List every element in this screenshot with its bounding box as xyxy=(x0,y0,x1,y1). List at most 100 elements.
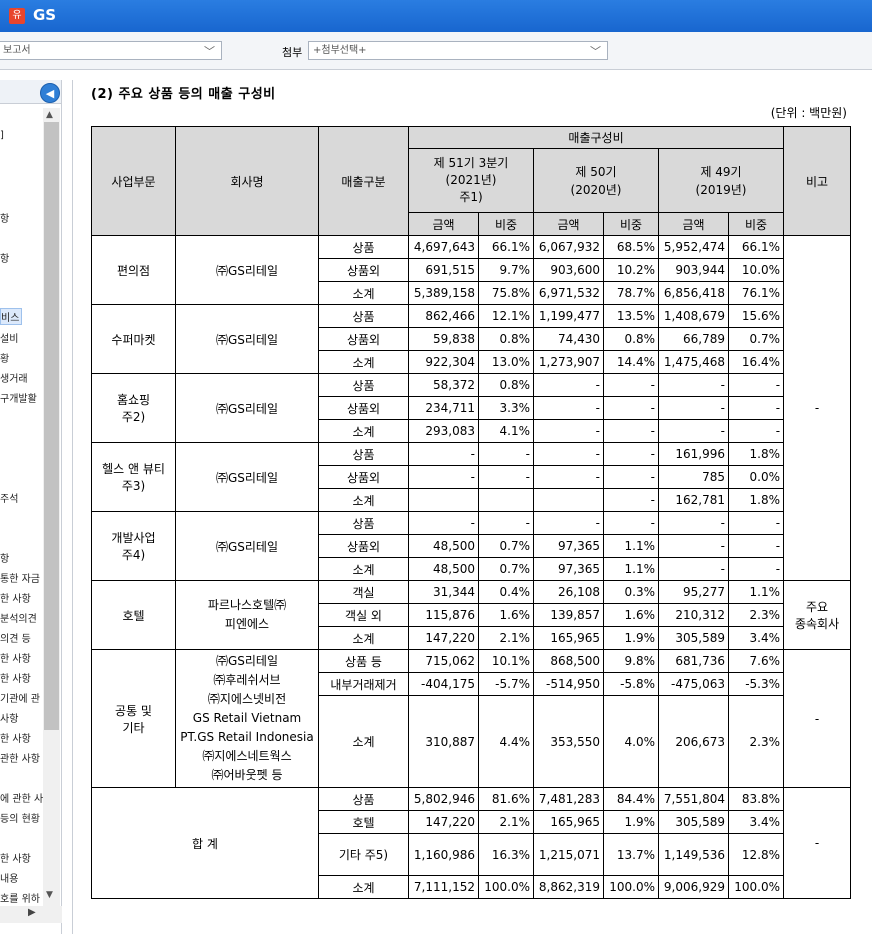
sales-type-cell: 상품외 xyxy=(318,258,409,282)
ratio-cell: 76.1% xyxy=(727,281,785,305)
header-composition: 매출구성비 xyxy=(407,126,785,149)
table-row: 소계 922,304 13.0% 1,273,907 14.4% 1,475,468 16.… xyxy=(92,350,851,374)
sidebar-item[interactable]: 한 사항 xyxy=(0,654,31,665)
table-row: 편의점 ㈜GS리테일 상품 4,697,643 66.1% 6,067,932 68.5% 5… xyxy=(91,235,852,581)
sidebar-item[interactable]: 항 xyxy=(0,254,10,265)
amount-cell: 97,365 xyxy=(533,557,604,581)
amount-cell: 147,220 xyxy=(408,626,479,650)
amount-cell: 8,862,319 xyxy=(533,875,604,899)
amount-cell: 5,802,946 xyxy=(408,787,479,811)
ratio-cell: - xyxy=(727,419,785,443)
ratio-cell: - xyxy=(478,511,534,535)
sidebar-item[interactable]: 항 xyxy=(0,554,10,565)
amount-cell: 1,215,071 xyxy=(533,833,604,876)
amount-cell: 903,600 xyxy=(533,258,604,282)
sidebar-item[interactable]: 비스 xyxy=(0,308,23,325)
ratio-cell: 0.7% xyxy=(727,327,785,351)
division-cell: 합 계 xyxy=(91,787,319,899)
report-select[interactable]: 보고서 ﹀ xyxy=(0,41,222,60)
sidebar-item[interactable]: 한 사항 xyxy=(0,734,31,745)
sales-type-cell: 상품 xyxy=(318,304,409,328)
table-row: 객실 외 115,876 1.6% 139,857 1.6% 210,312 2.3% xyxy=(92,603,851,627)
amount-cell: 48,500 xyxy=(408,534,479,558)
amount-cell: 26,108 xyxy=(533,580,604,604)
amount-cell: 305,589 xyxy=(658,626,729,650)
ratio-cell: 9.7% xyxy=(478,258,534,282)
ratio-cell: - xyxy=(727,396,785,420)
scroll-up-icon[interactable]: ▲ xyxy=(46,110,53,120)
table-row: 헬스 앤 뷰티 주3) ㈜GS리테일 상품 - - - -161,996 1.8% xyxy=(91,442,851,512)
sidebar-item[interactable]: 한 사항 xyxy=(0,594,31,605)
table-row: 상품외 59,838 0.8% 74,430 0.8% 66,789 0.7% xyxy=(92,327,851,351)
sidebar-item[interactable]: 한 사항 xyxy=(0,674,31,685)
amount-cell: 681,736 xyxy=(658,649,729,673)
amount-cell: - xyxy=(533,419,604,443)
sidebar-item[interactable]: 내용 xyxy=(0,874,19,885)
amount-cell: - xyxy=(658,373,729,397)
ratio-cell: - xyxy=(603,465,659,489)
chevron-down-icon: ﹀ xyxy=(204,45,215,58)
table-row: 홈쇼핑 주2) ㈜GS리테일 상품 58,372 0.8% - - - - xyxy=(91,373,851,443)
sidebar-item[interactable]: 통한 자금 xyxy=(0,574,40,585)
amount-cell: 1,199,477 xyxy=(533,304,604,328)
sidebar-item[interactable]: 에 관한 사 xyxy=(0,794,44,805)
scrollbar-thumb[interactable] xyxy=(44,122,59,730)
table-row: 소계 7,111,152 100.0% 8,862,319 100.0% 9,006,92… xyxy=(92,875,851,899)
sidebar-item[interactable]: 생거래 xyxy=(0,374,28,385)
ratio-cell: - xyxy=(603,419,659,443)
scroll-right-icon[interactable]: ▶ xyxy=(28,907,36,918)
amount-cell: 6,971,532 xyxy=(533,281,604,305)
table-row: 소계 293,083 4.1% - - - - xyxy=(92,419,851,443)
amount-cell: - xyxy=(658,511,729,535)
sidebar-item[interactable]: 한 사항 xyxy=(0,854,31,865)
amount-cell: 7,481,283 xyxy=(533,787,604,811)
amount-cell: 161,996 xyxy=(658,442,729,466)
sidebar-item[interactable]: 관한 사항 xyxy=(0,754,40,765)
sidebar-item[interactable]: 사항 xyxy=(0,714,19,725)
ratio-cell: - xyxy=(478,442,534,466)
company-cell: ㈜GS리테일 xyxy=(175,442,319,512)
amount-cell: 715,062 xyxy=(408,649,479,673)
ratio-cell: 100.0% xyxy=(727,875,785,899)
sidebar-item[interactable]: 항 xyxy=(0,214,10,225)
amount-cell: - xyxy=(533,511,604,535)
division-cell: 편의점 xyxy=(91,235,176,305)
sales-type-cell: 상품 xyxy=(318,787,409,811)
ratio-cell: 12.1% xyxy=(478,304,534,328)
sidebar-item[interactable]: 호를 위하 xyxy=(0,894,40,905)
sidebar-item[interactable]: 기관에 관 xyxy=(0,694,40,705)
report-select-value: 보고서 xyxy=(3,45,31,56)
sidebar-horizontal-scrollbar[interactable]: ▶ xyxy=(0,906,62,923)
sidebar-item[interactable]: 의견 등 xyxy=(0,634,31,645)
amount-cell: 1,475,468 xyxy=(658,350,729,374)
header-period-50: 제 50기 (2020년) xyxy=(533,148,659,213)
sales-type-cell: 소계 xyxy=(318,875,409,899)
sidebar-item[interactable]: 황 xyxy=(0,354,10,365)
sidebar-item[interactable]: 구개발활 xyxy=(0,394,37,405)
ratio-cell: 10.1% xyxy=(478,649,534,673)
sales-type-cell: 소계 xyxy=(318,695,409,788)
amount-cell: 1,273,907 xyxy=(533,350,604,374)
amount-cell: 305,589 xyxy=(658,810,729,834)
ratio-cell: 2.3% xyxy=(727,695,785,788)
division-cell: 헬스 앤 뷰티 주3) xyxy=(91,442,176,512)
division-cell: 개발사업 주4) xyxy=(91,511,176,581)
scroll-down-icon[interactable]: ▼ xyxy=(46,890,53,900)
sidebar-item[interactable]: ] xyxy=(0,130,4,141)
amount-cell: -514,950 xyxy=(533,672,604,696)
sidebar-item[interactable]: 분석의견 xyxy=(0,614,37,625)
ratio-cell: - xyxy=(727,373,785,397)
sidebar-item[interactable]: 주석 xyxy=(0,494,19,505)
attach-select[interactable]: +첨부선택+ ﹀ xyxy=(308,41,608,60)
sidebar-item[interactable]: 등의 현황 xyxy=(0,814,40,825)
sidebar-item[interactable]: 설비 xyxy=(0,334,19,345)
header-sales-type: 매출구분 xyxy=(318,126,409,236)
division-cell: 홈쇼핑 주2) xyxy=(91,373,176,443)
amount-cell: 74,430 xyxy=(533,327,604,351)
sidebar-scrollbar[interactable]: ▲ ▼ xyxy=(43,108,60,908)
ratio-cell: 83.8% xyxy=(727,787,785,811)
amount-cell: 95,277 xyxy=(658,580,729,604)
collapse-sidebar-icon[interactable]: ◀ xyxy=(40,83,60,103)
amount-cell: 903,944 xyxy=(658,258,729,282)
company-cell: ㈜GS리테일 xyxy=(175,511,319,581)
